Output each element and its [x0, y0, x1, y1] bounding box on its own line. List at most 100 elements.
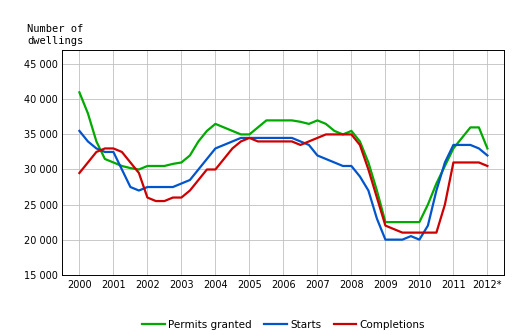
Completions: [263, 139, 269, 143]
Permits granted: [272, 118, 278, 122]
Permits granted: [255, 125, 261, 129]
Completions: [374, 196, 380, 200]
Completions: [314, 136, 320, 140]
Completions: [467, 160, 474, 164]
Starts: [153, 185, 159, 189]
Completions: [484, 164, 490, 168]
Permits granted: [229, 129, 236, 133]
Starts: [272, 136, 278, 140]
Permits granted: [178, 160, 185, 164]
Starts: [263, 136, 269, 140]
Completions: [306, 139, 312, 143]
Permits granted: [297, 120, 304, 124]
Completions: [204, 168, 210, 172]
Starts: [178, 182, 185, 186]
Starts: [255, 136, 261, 140]
Completions: [238, 139, 244, 143]
Starts: [484, 153, 490, 157]
Starts: [374, 217, 380, 221]
Starts: [408, 234, 414, 238]
Completions: [153, 199, 159, 203]
Starts: [323, 157, 329, 161]
Completions: [212, 168, 218, 172]
Permits granted: [238, 132, 244, 136]
Starts: [357, 175, 363, 179]
Completions: [331, 132, 337, 136]
Completions: [476, 160, 482, 164]
Permits granted: [425, 203, 431, 207]
Permits granted: [450, 146, 457, 150]
Permits granted: [136, 168, 142, 172]
Completions: [280, 139, 287, 143]
Permits granted: [476, 125, 482, 129]
Starts: [331, 160, 337, 164]
Completions: [178, 196, 185, 200]
Starts: [476, 146, 482, 150]
Permits granted: [102, 157, 108, 161]
Completions: [93, 150, 99, 154]
Completions: [433, 230, 439, 234]
Completions: [399, 230, 406, 234]
Permits granted: [212, 122, 218, 126]
Permits granted: [357, 139, 363, 143]
Completions: [246, 136, 253, 140]
Permits granted: [408, 220, 414, 224]
Permits granted: [110, 160, 116, 164]
Completions: [391, 227, 397, 231]
Completions: [348, 132, 355, 136]
Starts: [85, 139, 91, 143]
Completions: [450, 160, 457, 164]
Permits granted: [399, 220, 406, 224]
Starts: [314, 153, 320, 157]
Completions: [229, 146, 236, 150]
Starts: [212, 146, 218, 150]
Legend: Permits granted, Starts, Completions: Permits granted, Starts, Completions: [138, 316, 429, 334]
Completions: [144, 196, 150, 200]
Permits granted: [263, 118, 269, 122]
Text: Number of
dwellings: Number of dwellings: [27, 24, 83, 46]
Permits granted: [170, 162, 176, 166]
Starts: [297, 139, 304, 143]
Starts: [144, 185, 150, 189]
Starts: [399, 238, 406, 242]
Completions: [119, 150, 125, 154]
Completions: [323, 132, 329, 136]
Completions: [365, 168, 371, 172]
Permits granted: [484, 146, 490, 150]
Permits granted: [280, 118, 287, 122]
Line: Completions: Completions: [80, 134, 487, 232]
Permits granted: [331, 129, 337, 133]
Completions: [187, 189, 193, 193]
Starts: [221, 143, 227, 147]
Permits granted: [119, 164, 125, 168]
Starts: [204, 157, 210, 161]
Starts: [229, 139, 236, 143]
Starts: [161, 185, 167, 189]
Completions: [289, 139, 295, 143]
Starts: [289, 136, 295, 140]
Starts: [433, 189, 439, 193]
Starts: [467, 143, 474, 147]
Starts: [391, 238, 397, 242]
Permits granted: [391, 220, 397, 224]
Starts: [442, 160, 448, 164]
Permits granted: [204, 129, 210, 133]
Starts: [340, 164, 346, 168]
Starts: [238, 136, 244, 140]
Permits granted: [433, 182, 439, 186]
Starts: [459, 143, 465, 147]
Completions: [170, 196, 176, 200]
Permits granted: [127, 166, 134, 170]
Permits granted: [365, 160, 371, 164]
Permits granted: [93, 139, 99, 143]
Completions: [272, 139, 278, 143]
Completions: [425, 230, 431, 234]
Permits granted: [323, 122, 329, 126]
Permits granted: [85, 111, 91, 115]
Completions: [459, 160, 465, 164]
Permits granted: [76, 90, 83, 94]
Starts: [365, 189, 371, 193]
Permits granted: [467, 125, 474, 129]
Completions: [297, 143, 304, 147]
Completions: [161, 199, 167, 203]
